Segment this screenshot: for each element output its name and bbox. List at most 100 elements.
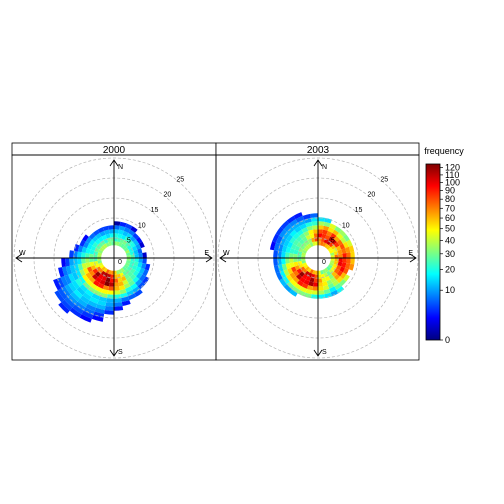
frequency-cell: [318, 270, 321, 275]
frequency-cell: [122, 230, 129, 237]
frequency-cell: [114, 282, 120, 287]
frequency-cell: [126, 258, 131, 261]
frequency-cell: [114, 302, 123, 307]
frequency-cell: [336, 286, 345, 294]
colour-key-tick-label: 30: [445, 249, 455, 259]
compass-label: S: [322, 349, 327, 356]
frequency-cell: [92, 229, 100, 236]
frequency-cell: [286, 274, 293, 282]
frequency-cell: [326, 245, 331, 250]
frequency-cell: [320, 270, 324, 275]
frequency-cell: [333, 235, 341, 243]
frequency-cell: [99, 264, 105, 269]
frequency-cell: [92, 268, 99, 274]
frequency-cell: [318, 233, 323, 238]
frequency-cell: [341, 262, 347, 268]
frequency-cell: [88, 232, 96, 240]
frequency-cell: [98, 262, 103, 267]
frequency-cell: [277, 244, 284, 252]
frequency-cell: [132, 276, 140, 284]
frequency-cell: [74, 301, 86, 311]
compass-label: N: [118, 164, 123, 171]
frequency-cell: [296, 268, 303, 274]
frequency-cell: [141, 263, 147, 270]
frequency-cell: [305, 266, 310, 271]
frequency-cell: [91, 235, 99, 243]
frequency-cell: [102, 225, 109, 231]
frequency-cell: [91, 293, 101, 301]
frequency-cell: [104, 309, 114, 315]
frequency-cell: [124, 268, 130, 274]
frequency-cell: [275, 226, 284, 236]
frequency-cell: [299, 244, 306, 250]
frequency-cell: [93, 289, 102, 297]
frequency-cell: [343, 274, 350, 282]
frequency-cell: [144, 263, 151, 271]
frequency-cell: [86, 266, 93, 273]
frequency-cell: [345, 246, 351, 253]
frequency-cell: [327, 247, 333, 252]
frequency-cell: [97, 300, 107, 307]
frequency-cell: [332, 247, 338, 253]
frequency-cell: [65, 258, 70, 267]
frequency-cell: [135, 279, 143, 287]
frequency-cell: [89, 258, 94, 263]
frequency-cell: [299, 271, 305, 277]
compass-label: S: [118, 349, 123, 356]
frequency-cell: [348, 245, 355, 253]
frequency-cell: [130, 283, 138, 290]
compass-arrowhead: [219, 253, 227, 263]
frequency-cell: [85, 248, 91, 254]
frequency-cell: [100, 239, 106, 246]
frequency-cell: [323, 285, 330, 291]
grid-circle: [13, 157, 215, 359]
frequency-cell: [299, 233, 306, 240]
frequency-cell: [139, 274, 146, 282]
frequency-cell: [68, 282, 77, 292]
frequency-cell: [292, 276, 300, 284]
frequency-cell: [70, 291, 81, 302]
frequency-cell: [312, 225, 318, 230]
frequency-cell: [97, 252, 102, 256]
frequency-cell: [289, 258, 294, 264]
frequency-cell: [340, 272, 347, 280]
frequency-cell: [64, 284, 74, 295]
frequency-cell: [69, 265, 76, 274]
frequency-cell: [64, 274, 72, 285]
frequency-cell: [132, 265, 138, 271]
frequency-cell: [299, 266, 306, 272]
frequency-cell: [119, 221, 127, 228]
frequency-cell: [318, 221, 325, 226]
panel-right-cells: [269, 212, 355, 299]
frequency-cell: [85, 289, 94, 297]
compass-label: W: [223, 250, 230, 257]
colour-key-tick-label: 120: [445, 163, 460, 173]
frequency-cell: [97, 282, 105, 289]
frequency-cell: [304, 270, 310, 277]
frequency-cell: [81, 310, 94, 319]
frequency-cell: [340, 236, 347, 244]
frequency-cell: [133, 249, 139, 255]
frequency-cell: [95, 286, 103, 293]
frequency-cell: [97, 255, 102, 258]
frequency-cell: [94, 263, 100, 269]
frequency-cell: [285, 252, 290, 258]
frequency-cell: [339, 279, 347, 287]
frequency-cell: [122, 270, 128, 277]
frequency-cell: [98, 273, 104, 280]
frequency-cell: [104, 281, 110, 287]
frequency-cell: [98, 242, 104, 248]
frequency-cell: [326, 266, 331, 271]
frequency-cell: [326, 230, 333, 237]
frequency-cell: [301, 282, 309, 289]
frequency-cell: [60, 276, 69, 287]
frequency-cell: [285, 246, 291, 253]
frequency-cell: [296, 229, 304, 236]
frequency-cell: [312, 282, 318, 287]
frequency-cell: [309, 233, 315, 239]
radial-tick-label: 15: [355, 207, 363, 214]
frequency-cell: [309, 269, 314, 274]
frequency-cell: [315, 270, 318, 275]
frequency-cell: [90, 283, 98, 290]
